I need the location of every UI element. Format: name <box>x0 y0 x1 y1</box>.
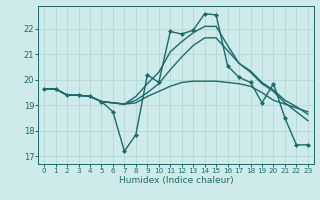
X-axis label: Humidex (Indice chaleur): Humidex (Indice chaleur) <box>119 176 233 185</box>
